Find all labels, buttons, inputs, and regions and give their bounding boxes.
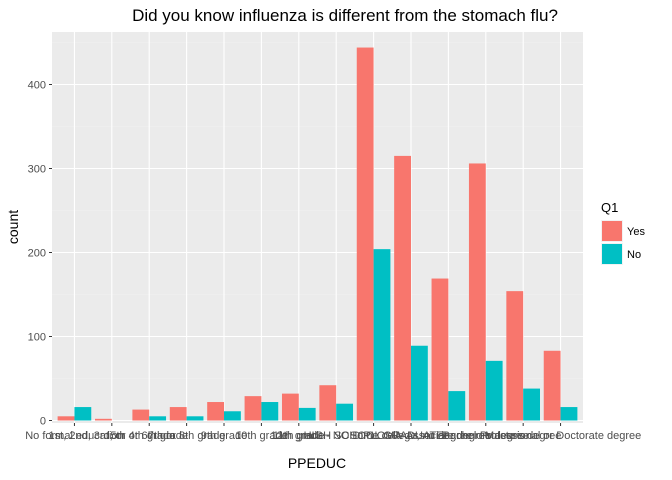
bar-yes xyxy=(543,350,561,421)
bar-no xyxy=(410,345,428,421)
bar-no xyxy=(149,416,167,421)
bar-yes xyxy=(431,278,449,421)
bar-no xyxy=(186,416,204,421)
legend-label-no: No xyxy=(627,249,641,261)
x-tick-label: 7th or 8th grade xyxy=(148,430,226,442)
x-tick-label: HIGH SCHOOL GRADUATE xyxy=(304,430,444,442)
x-tick-label: 12th grade - NO DIPLOMA xyxy=(270,430,402,442)
y-tick-label: 300 xyxy=(28,164,46,176)
bar-yes xyxy=(132,409,150,421)
y-axis: 0 100 200 300 400 xyxy=(28,80,52,428)
bar-yes xyxy=(207,402,225,421)
bar-yes xyxy=(95,418,112,421)
bar-yes xyxy=(468,163,486,421)
bar-no xyxy=(298,407,316,421)
bar-yes xyxy=(169,407,187,421)
legend-label-yes: Yes xyxy=(627,226,645,238)
bar-no xyxy=(560,407,578,421)
bar-no xyxy=(261,402,279,421)
x-tick-label: Associate degree xyxy=(406,430,491,442)
bar-yes xyxy=(394,155,411,421)
legend: Q1 Yes No xyxy=(601,200,645,265)
x-tick-label: 5th or 6th grade xyxy=(110,430,188,442)
bar-yes xyxy=(281,393,299,421)
x-tick-label: 11th grade xyxy=(273,430,325,442)
x-tick-label: 10th grade xyxy=(235,430,288,442)
legend-key-yes xyxy=(602,221,622,241)
y-tick-label: 100 xyxy=(28,332,46,344)
x-tick-label: Masters degree xyxy=(485,430,561,442)
y-tick-label: 200 xyxy=(28,248,46,260)
bar-no xyxy=(523,388,540,421)
bars xyxy=(57,47,578,421)
x-tick-label: 9th grade xyxy=(201,430,247,442)
bar-no xyxy=(224,411,241,421)
legend-key-no xyxy=(602,244,622,264)
chart-title: Did you know influenza is different from… xyxy=(132,6,558,25)
bar-yes xyxy=(506,291,524,421)
bar-yes xyxy=(319,385,337,421)
bar-yes xyxy=(57,416,75,421)
bar-yes xyxy=(244,396,262,421)
x-tick-label: Professional or Doctorate degree xyxy=(480,430,641,442)
bar-yes xyxy=(356,47,374,421)
legend-title: Q1 xyxy=(601,200,618,215)
y-tick-label: 0 xyxy=(40,416,46,428)
x-tick-label: Bachelors degree xyxy=(443,430,529,442)
x-axis-title: PPEDUC xyxy=(288,455,346,471)
bar-no xyxy=(336,403,354,421)
plot-panel xyxy=(52,32,583,423)
y-axis-title: count xyxy=(5,210,21,244)
bar-no xyxy=(74,407,92,421)
x-tick-label: 1st, 2nd, 3rd, or 4th grade xyxy=(49,430,176,442)
bar-no xyxy=(373,249,391,421)
bar-no xyxy=(485,360,503,421)
y-tick-label: 400 xyxy=(28,80,46,92)
x-tick-label: Some college, no degree xyxy=(350,430,472,442)
x-tick-label: No formal education xyxy=(25,430,123,442)
bar-no xyxy=(448,391,466,421)
